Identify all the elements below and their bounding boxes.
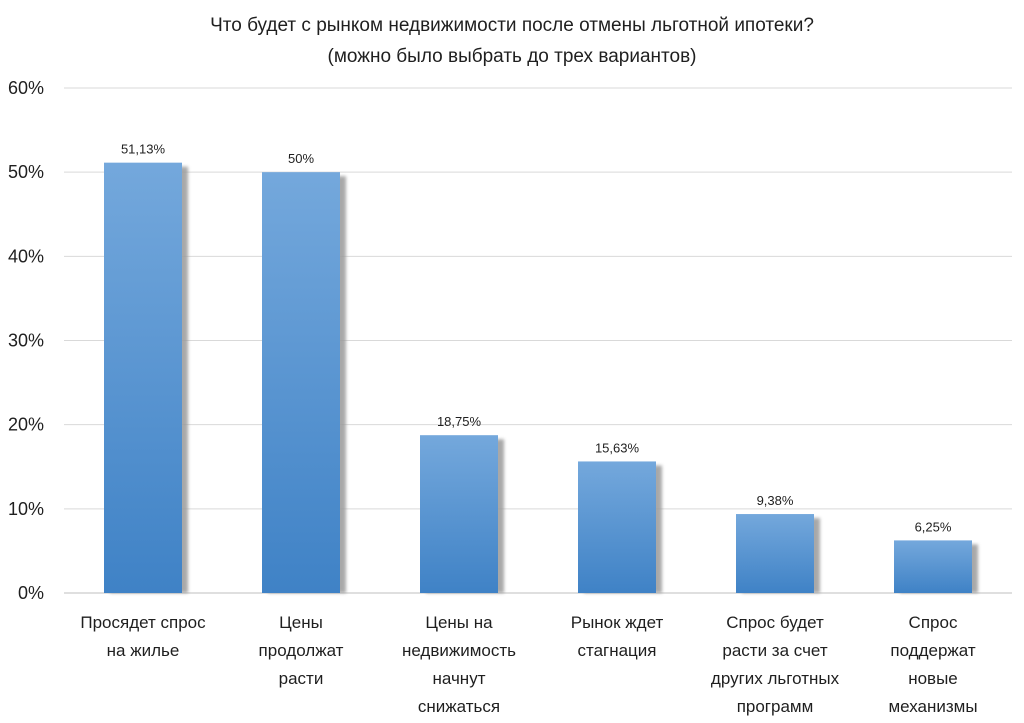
y-tick-label: 20% <box>8 415 44 435</box>
bar <box>262 172 340 593</box>
y-tick-label: 60% <box>8 78 44 98</box>
data-label: 6,25% <box>915 519 952 534</box>
data-label: 18,75% <box>437 414 482 429</box>
bars <box>104 162 978 594</box>
x-tick-label: Рынок ждет стагнация <box>571 613 664 660</box>
data-label: 9,38% <box>757 493 794 508</box>
chart-title-line-2: (можно было выбрать до трех вариантов) <box>327 46 697 67</box>
bar <box>894 540 972 593</box>
bar <box>420 435 498 593</box>
y-tick-label: 30% <box>8 331 44 351</box>
data-label: 50% <box>288 151 314 166</box>
bar <box>104 162 182 594</box>
x-tick-label: Просядет спрос на жилье <box>80 613 206 660</box>
bar <box>736 514 814 593</box>
y-axis-ticks: 0% 10% 20% 30% 40% 50% 60% <box>8 78 44 603</box>
grid-lines <box>64 87 1012 594</box>
x-tick-label: Спрос поддержат новые механизмы <box>888 613 977 716</box>
data-label: 15,63% <box>595 440 640 455</box>
data-label: 51,13% <box>121 142 166 157</box>
category-labels: Просядет спрос на жилье Цены продолжат расти… <box>80 613 977 716</box>
y-tick-label: 10% <box>8 499 44 519</box>
chart-title: Что будет с рынком недвижимости после от… <box>0 10 1024 72</box>
x-tick-label: Цены на недвижимость начнут снижаться <box>402 613 516 716</box>
x-tick-label: Цены продолжат расти <box>259 613 344 688</box>
data-labels: 51,13% 50% 18,75% 15,63% 9,38% 6,25% <box>121 142 952 535</box>
y-tick-label: 40% <box>8 246 44 266</box>
chart-title-line-1: Что будет с рынком недвижимости после от… <box>210 15 814 36</box>
x-tick-label: Спрос будет расти за счет других льготных п… <box>711 613 840 716</box>
y-tick-label: 0% <box>18 583 44 603</box>
bar <box>578 461 656 593</box>
y-tick-label: 50% <box>8 162 44 182</box>
